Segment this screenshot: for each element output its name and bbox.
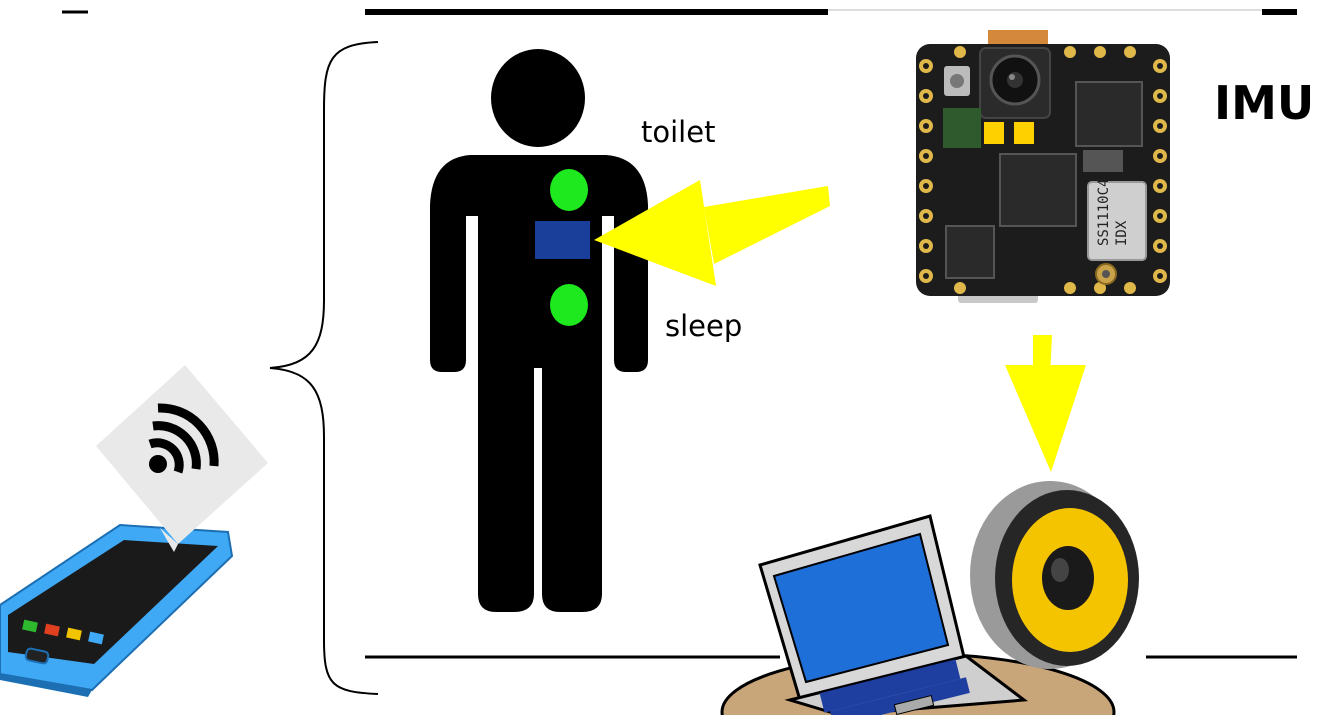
sensor-patch bbox=[535, 221, 590, 259]
laptop-icon bbox=[720, 514, 1116, 715]
sensor-to-body-arrow bbox=[594, 180, 830, 286]
sensor-to-devices-arrow bbox=[1005, 335, 1086, 472]
sleep-label: sleep bbox=[665, 309, 742, 343]
module-text-line2: IDX bbox=[1114, 220, 1130, 246]
curly-brace bbox=[269, 41, 379, 695]
speaker-icon bbox=[970, 481, 1139, 669]
sleep-marker bbox=[550, 284, 588, 326]
wireless-signal-icon bbox=[96, 365, 268, 552]
person-figure-icon bbox=[430, 49, 648, 612]
top-rule-lines bbox=[62, 9, 1297, 15]
toilet-label: toilet bbox=[641, 115, 715, 149]
imu-sensor-board-icon: SS1110C4 IDX bbox=[916, 30, 1170, 303]
imu-label: IMU bbox=[1214, 76, 1314, 130]
smartphone-icon bbox=[0, 523, 234, 697]
module-text-line1: SS1110C4 bbox=[1096, 179, 1112, 246]
toilet-marker bbox=[550, 169, 588, 211]
